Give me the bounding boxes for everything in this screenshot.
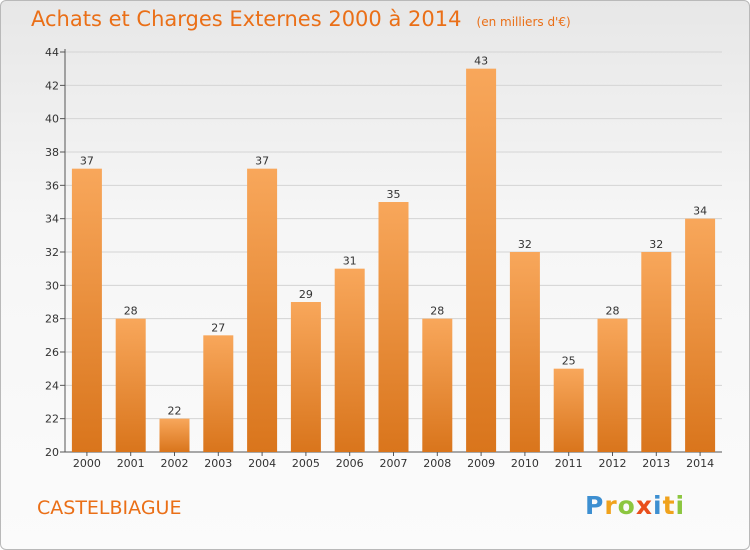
bar (597, 318, 628, 452)
data-label: 37 (255, 155, 269, 168)
proxiti-logo: Proxiti (585, 491, 685, 520)
y-tick-label: 36 (45, 179, 59, 192)
logo-letter: o (617, 491, 636, 520)
unit-text: (en milliers d'€) (476, 15, 571, 29)
x-tick-label: 2002 (161, 457, 189, 470)
y-tick-label: 20 (45, 446, 59, 459)
data-label: 27 (211, 321, 225, 334)
bar (422, 318, 453, 452)
y-tick-label: 24 (45, 379, 59, 392)
data-label: 22 (168, 405, 182, 418)
bar (290, 302, 321, 452)
y-tick-label: 38 (45, 146, 59, 159)
x-tick-label: 2001 (117, 457, 145, 470)
data-label: 32 (518, 238, 532, 251)
logo-letter: P (585, 491, 605, 520)
bar (203, 335, 234, 452)
x-tick-label: 2014 (686, 457, 714, 470)
x-tick-label: 2005 (292, 457, 320, 470)
logo-letter: x (635, 491, 653, 520)
y-tick-label: 32 (45, 246, 59, 259)
bar (115, 318, 146, 452)
logo-letter: i (675, 491, 686, 520)
data-label: 29 (299, 288, 313, 301)
data-label: 28 (430, 305, 444, 318)
y-tick-label: 30 (45, 279, 59, 292)
bar (71, 168, 102, 452)
commune-name: CASTELBIAGUE (37, 497, 182, 519)
bar (685, 218, 716, 452)
data-label: 34 (693, 205, 707, 218)
data-label: 35 (387, 188, 401, 201)
data-label: 37 (80, 155, 94, 168)
title-text: Achats et Charges Externes 2000 à 2014 (31, 7, 462, 31)
data-label: 28 (124, 305, 138, 318)
bar (553, 368, 584, 452)
bar (641, 252, 672, 452)
y-tick-label: 22 (45, 413, 59, 426)
logo-letter: t (662, 491, 676, 520)
bar (247, 168, 278, 452)
data-label: 28 (606, 305, 620, 318)
bar (159, 418, 190, 452)
x-tick-label: 2007 (380, 457, 408, 470)
y-tick-label: 34 (45, 213, 59, 226)
x-tick-label: 2011 (555, 457, 583, 470)
bar (466, 68, 497, 453)
y-tick-label: 26 (45, 346, 59, 359)
data-label: 43 (474, 55, 488, 68)
x-tick-label: 2008 (423, 457, 451, 470)
y-tick-label: 40 (45, 113, 59, 126)
data-label: 25 (562, 355, 576, 368)
bar (509, 252, 540, 452)
data-label: 31 (343, 255, 357, 268)
x-tick-label: 2010 (511, 457, 539, 470)
x-tick-label: 2013 (642, 457, 670, 470)
logo-letter: i (653, 491, 663, 520)
x-tick-label: 2012 (599, 457, 627, 470)
data-label: 32 (649, 238, 663, 251)
y-tick-label: 44 (45, 46, 59, 59)
x-tick-label: 2000 (73, 457, 101, 470)
chart-title: Achats et Charges Externes 2000 à 2014 (… (31, 7, 571, 31)
y-tick-label: 42 (45, 79, 59, 92)
y-tick-label: 28 (45, 313, 59, 326)
x-tick-label: 2004 (248, 457, 276, 470)
x-tick-label: 2006 (336, 457, 364, 470)
bar (378, 202, 409, 452)
x-tick-label: 2009 (467, 457, 495, 470)
bar (334, 268, 365, 452)
logo-letter: r (604, 491, 618, 520)
x-tick-label: 2003 (204, 457, 232, 470)
